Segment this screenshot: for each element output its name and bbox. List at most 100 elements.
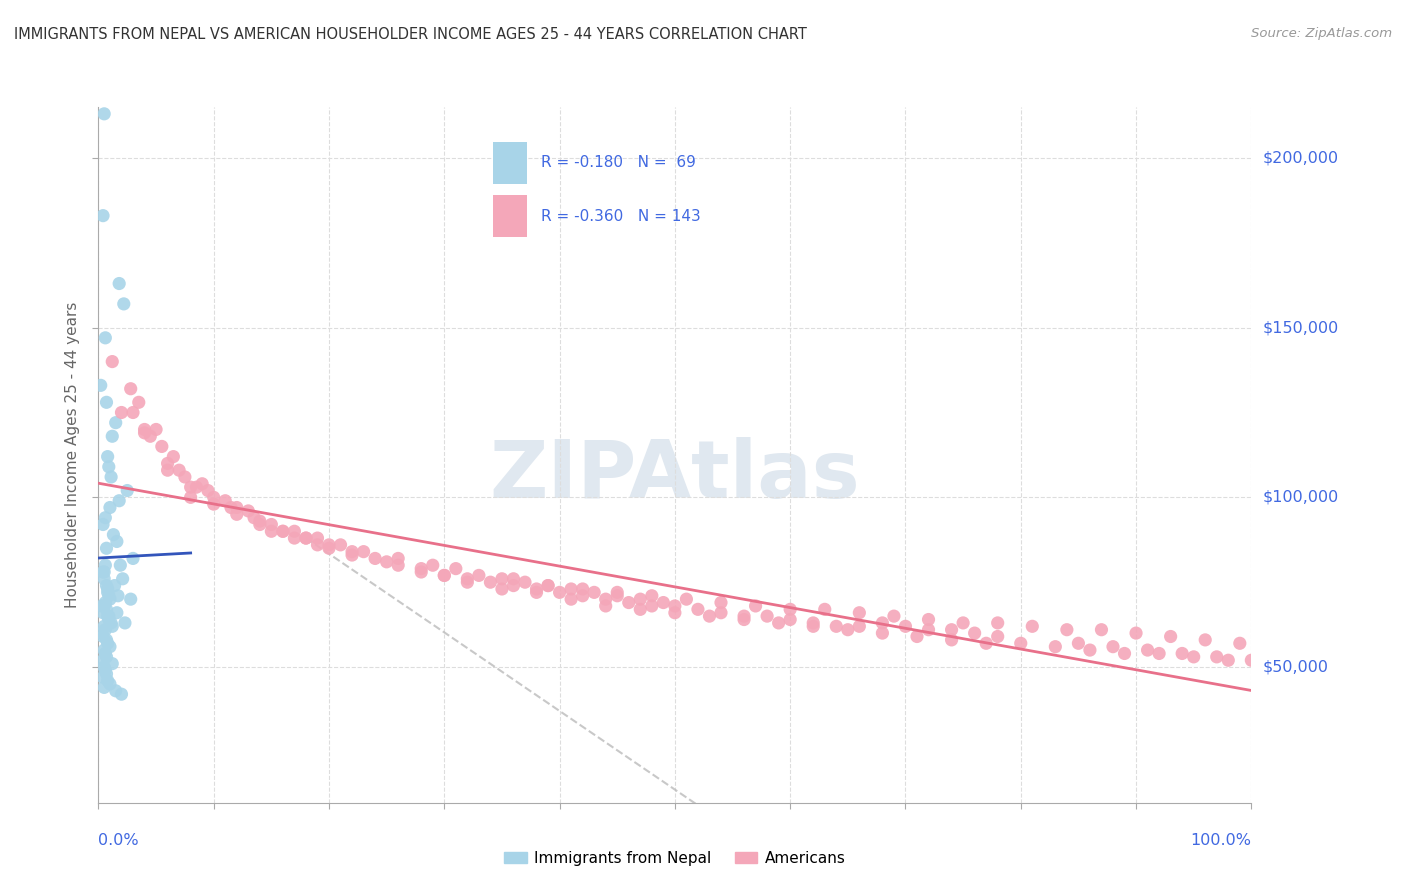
Point — [987, 615, 1010, 630]
Point — [101, 619, 124, 633]
Point — [387, 558, 409, 573]
Point — [94, 623, 117, 637]
Point — [733, 609, 755, 624]
Point — [180, 491, 202, 505]
Point — [756, 609, 779, 624]
Point — [491, 572, 513, 586]
Point — [96, 632, 118, 647]
Point — [93, 565, 115, 579]
Point — [110, 687, 132, 701]
Point — [93, 619, 115, 633]
Point — [174, 470, 197, 484]
Point — [537, 578, 560, 592]
Point — [145, 422, 167, 436]
Text: $100,000: $100,000 — [1263, 490, 1339, 505]
Point — [779, 602, 801, 616]
Text: Source: ZipAtlas.com: Source: ZipAtlas.com — [1251, 27, 1392, 40]
Point — [97, 673, 120, 688]
Point — [150, 439, 173, 453]
Point — [94, 664, 117, 678]
Point — [479, 575, 502, 590]
Point — [202, 491, 225, 505]
Point — [444, 561, 467, 575]
Point — [93, 681, 115, 695]
Point — [340, 544, 363, 558]
Point — [101, 354, 124, 368]
Point — [108, 277, 131, 291]
Point — [710, 606, 733, 620]
Point — [1240, 653, 1263, 667]
Point — [94, 510, 117, 524]
Point — [156, 463, 179, 477]
Point — [664, 599, 686, 613]
Point — [917, 613, 939, 627]
Point — [307, 531, 329, 545]
Point — [664, 606, 686, 620]
Point — [295, 531, 318, 545]
Point — [104, 683, 127, 698]
Point — [97, 609, 120, 624]
Point — [894, 619, 917, 633]
Point — [502, 578, 524, 592]
Point — [104, 416, 127, 430]
Point — [1021, 619, 1043, 633]
Point — [122, 551, 145, 566]
Point — [91, 653, 114, 667]
Point — [197, 483, 219, 498]
Point — [1182, 649, 1205, 664]
Point — [90, 15, 112, 29]
Point — [91, 565, 114, 579]
Point — [103, 578, 125, 592]
Point — [97, 589, 120, 603]
Point — [595, 592, 617, 607]
Point — [1229, 636, 1251, 650]
Point — [318, 541, 340, 556]
Point — [364, 551, 387, 566]
Point — [617, 596, 640, 610]
Point — [686, 602, 709, 616]
Point — [93, 572, 115, 586]
Point — [595, 599, 617, 613]
Point — [537, 578, 560, 592]
Point — [987, 630, 1010, 644]
Point — [583, 585, 606, 599]
Point — [872, 626, 894, 640]
Point — [249, 517, 271, 532]
Point — [91, 630, 114, 644]
Point — [526, 585, 548, 599]
Point — [162, 450, 184, 464]
Point — [260, 517, 283, 532]
Point — [411, 565, 433, 579]
Point — [1218, 653, 1240, 667]
Point — [101, 429, 124, 443]
Point — [974, 636, 997, 650]
Text: 100.0%: 100.0% — [1191, 833, 1251, 848]
Y-axis label: Householder Income Ages 25 - 44 years: Householder Income Ages 25 - 44 years — [65, 301, 80, 608]
Point — [105, 606, 128, 620]
Point — [837, 623, 859, 637]
Point — [1102, 640, 1125, 654]
Point — [93, 643, 115, 657]
Point — [180, 480, 202, 494]
Point — [318, 538, 340, 552]
Point — [94, 596, 117, 610]
Point — [606, 589, 628, 603]
Point — [917, 623, 939, 637]
Point — [848, 619, 870, 633]
Point — [1205, 649, 1227, 664]
Point — [219, 500, 242, 515]
Point — [1136, 643, 1159, 657]
Point — [952, 615, 974, 630]
Point — [1194, 632, 1216, 647]
Point — [108, 493, 131, 508]
Point — [238, 504, 260, 518]
Point — [329, 538, 352, 552]
Point — [1160, 630, 1182, 644]
Point — [117, 483, 139, 498]
Point — [186, 480, 208, 494]
Point — [243, 510, 266, 524]
Text: $150,000: $150,000 — [1263, 320, 1339, 335]
Point — [96, 395, 118, 409]
Point — [848, 606, 870, 620]
Point — [134, 422, 156, 436]
